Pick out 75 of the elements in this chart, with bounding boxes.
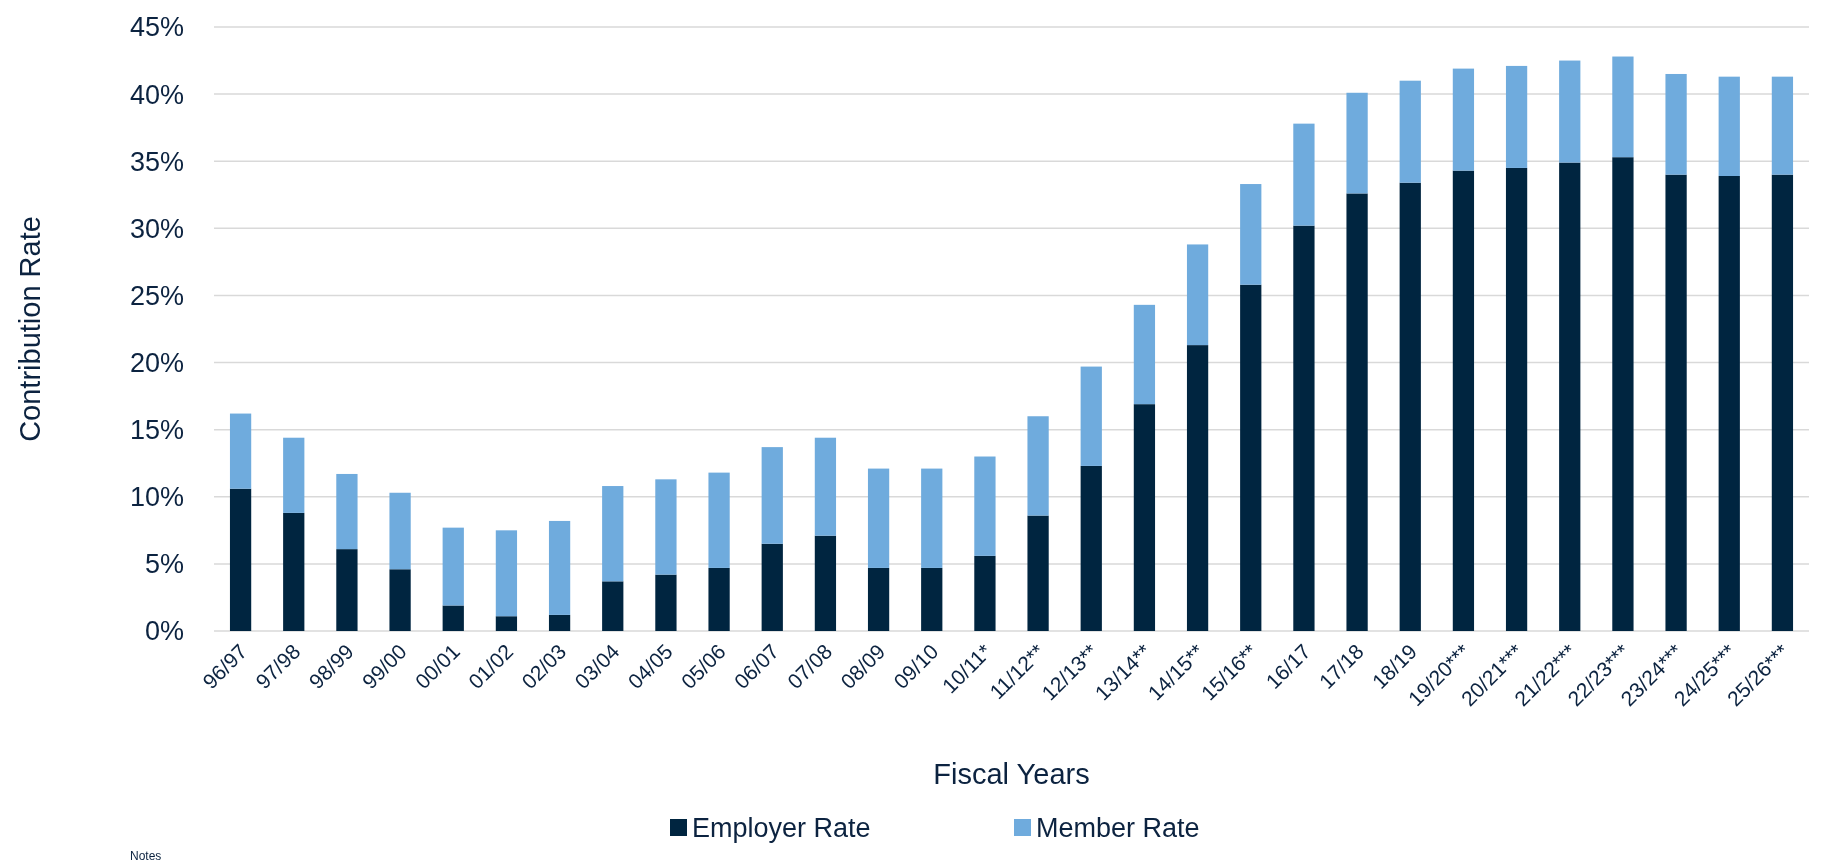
bar <box>1240 284 1262 631</box>
bar <box>1346 92 1368 194</box>
bar <box>1452 170 1475 631</box>
y-tick-label: 40% <box>129 79 184 110</box>
y-tick-label: 25% <box>129 280 184 311</box>
y-axis-title: Contribution Rate <box>14 216 46 442</box>
bar <box>442 605 464 631</box>
y-tick-label: 20% <box>129 348 184 379</box>
bar <box>974 456 996 556</box>
bar <box>814 535 837 631</box>
text: Notes <box>130 849 162 863</box>
bar <box>708 472 730 568</box>
x-axis-title: Fiscal Years <box>933 758 1090 790</box>
bar <box>389 492 411 570</box>
bar <box>1452 68 1475 171</box>
legend-label: Member Rate <box>1036 813 1200 844</box>
bar <box>389 569 411 631</box>
bar <box>1612 157 1634 631</box>
bar <box>655 479 677 575</box>
bar <box>1346 193 1368 631</box>
bar <box>1399 80 1421 183</box>
y-tick-label: 0% <box>144 616 184 647</box>
legend-label: Employer Rate <box>692 813 871 844</box>
bar <box>921 567 943 631</box>
bar <box>1240 184 1262 285</box>
bar <box>1186 244 1209 346</box>
bar <box>336 473 358 550</box>
y-tick-label: 30% <box>129 213 184 244</box>
bar <box>495 530 518 617</box>
bar <box>1133 304 1156 405</box>
bar <box>548 614 571 631</box>
bar <box>1027 515 1049 631</box>
bar <box>1505 167 1528 631</box>
bar <box>1027 416 1049 516</box>
bar <box>1718 76 1740 176</box>
bar <box>336 549 358 631</box>
bar <box>1665 174 1687 631</box>
bar <box>1612 56 1634 158</box>
bar <box>761 447 783 544</box>
bar <box>974 555 996 631</box>
bar <box>1771 174 1794 631</box>
bar <box>602 581 624 631</box>
bar <box>1080 366 1102 466</box>
bar <box>1293 123 1315 226</box>
y-tick-label: 45% <box>129 12 184 43</box>
bar <box>1559 162 1581 631</box>
bar <box>1559 60 1581 163</box>
bar <box>655 574 677 631</box>
bar <box>1186 345 1209 631</box>
bar <box>283 512 305 631</box>
bar <box>1718 175 1740 631</box>
bar <box>1399 182 1421 631</box>
bar <box>229 413 252 489</box>
y-tick-label: 5% <box>144 549 184 580</box>
bar <box>602 486 624 582</box>
bar <box>548 520 571 615</box>
bar <box>708 567 730 631</box>
bar <box>1505 65 1528 168</box>
bar <box>867 468 890 568</box>
bar <box>1293 225 1315 631</box>
bar <box>867 567 890 631</box>
bar <box>495 616 518 631</box>
y-tick-label: 15% <box>129 415 184 446</box>
bar <box>1665 73 1687 175</box>
y-tick-label: 35% <box>129 146 184 177</box>
bar <box>229 488 252 631</box>
bar <box>442 527 464 606</box>
bar <box>921 468 943 568</box>
bar <box>814 437 837 536</box>
bar <box>1133 404 1156 631</box>
bar <box>283 437 305 513</box>
y-tick-label: 10% <box>129 482 184 513</box>
bar <box>1771 76 1794 175</box>
bar <box>1080 465 1102 631</box>
bar <box>761 543 783 631</box>
